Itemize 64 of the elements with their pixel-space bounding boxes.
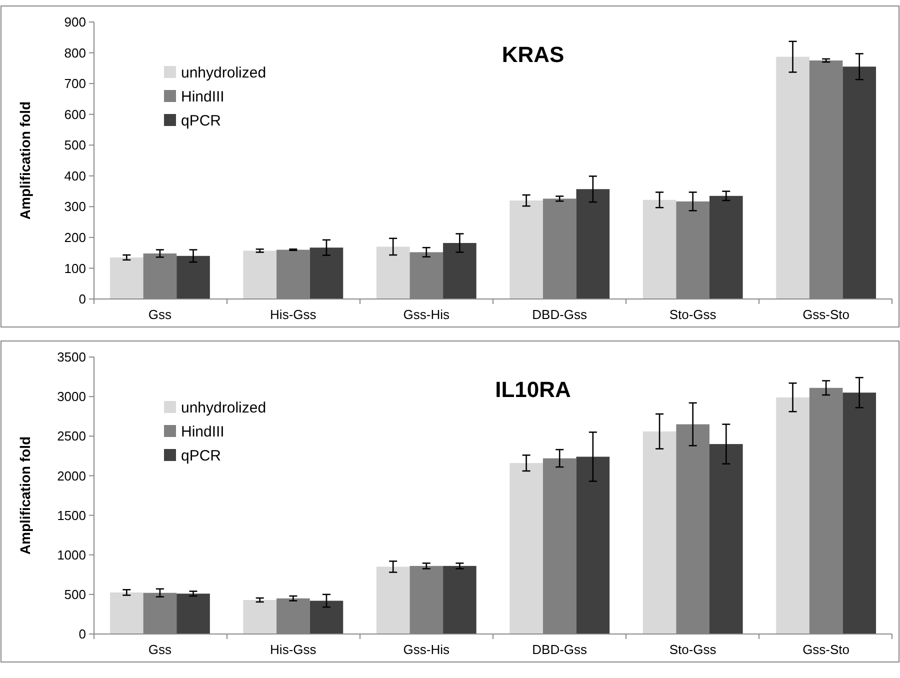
x-tick-label: Gss-Sto — [802, 307, 850, 322]
x-tick-label: Gss — [148, 642, 172, 657]
text: IL10RA — [495, 377, 572, 402]
legend-label: qPCR — [181, 447, 222, 464]
bar — [443, 242, 476, 299]
bar — [776, 397, 810, 634]
legend-label: unhydrolized — [181, 64, 266, 82]
y-tick-label: 500 — [64, 586, 86, 602]
bar — [842, 66, 876, 299]
bar — [776, 56, 810, 299]
bar — [642, 200, 676, 299]
bar — [310, 600, 344, 634]
bar — [110, 592, 144, 634]
y-tick-label: 500 — [64, 138, 86, 153]
bar — [842, 392, 876, 634]
y-tick-label: 700 — [64, 76, 86, 92]
y-axis-title: Amplification fold — [17, 436, 33, 555]
bar — [243, 250, 277, 299]
bar — [576, 456, 610, 634]
legend-label: qPCR — [181, 112, 222, 130]
y-tick-label: 0 — [78, 292, 86, 307]
y-tick-label: 0 — [78, 626, 86, 642]
bar — [443, 566, 476, 634]
x-tick-label: His-Gss — [270, 642, 317, 657]
y-tick-label: 100 — [64, 260, 86, 276]
y-tick-label: 900 — [64, 14, 86, 30]
x-tick-label: DBD-Gss — [532, 642, 588, 657]
bar — [709, 196, 743, 299]
x-tick-label: Gss-Sto — [802, 642, 850, 657]
x-tick-label: Gss-His — [403, 307, 450, 322]
bar — [110, 257, 144, 299]
legend-label: HindIII — [181, 423, 224, 440]
y-tick-label: 2500 — [57, 428, 86, 444]
y-axis-title: Amplification fold — [17, 101, 33, 220]
legend-label: HindIII — [181, 88, 224, 106]
x-tick-label: Gss-His — [403, 642, 450, 657]
y-tick-label: 1500 — [57, 508, 86, 523]
y-tick-label: 3000 — [57, 389, 86, 404]
bar — [576, 189, 610, 299]
x-tick-label: Sto-Gss — [669, 642, 717, 657]
bar — [243, 600, 277, 634]
y-tick-label: 300 — [64, 199, 86, 214]
text: KRAS — [502, 42, 564, 67]
y-tick-label: 400 — [64, 168, 86, 184]
y-tick-label: 800 — [64, 45, 86, 60]
x-tick-label: Gss — [148, 307, 172, 322]
y-tick-label: 600 — [64, 106, 86, 122]
x-tick-label: DBD-Gss — [532, 307, 588, 322]
bar — [376, 566, 410, 634]
bar — [709, 444, 743, 634]
bar — [376, 246, 410, 299]
bar — [176, 256, 210, 299]
bar — [310, 248, 344, 299]
y-tick-label: 200 — [64, 230, 86, 245]
bar — [642, 431, 676, 634]
x-tick-label: Sto-Gss — [669, 307, 717, 322]
x-tick-label: His-Gss — [270, 307, 317, 322]
legend-label: unhydrolized — [181, 399, 266, 416]
y-tick-label: 2000 — [57, 468, 86, 484]
y-tick-label: 1000 — [57, 547, 86, 562]
bar — [510, 463, 543, 634]
bar — [510, 200, 543, 299]
y-tick-label: 3500 — [57, 350, 86, 365]
bar — [176, 594, 210, 634]
